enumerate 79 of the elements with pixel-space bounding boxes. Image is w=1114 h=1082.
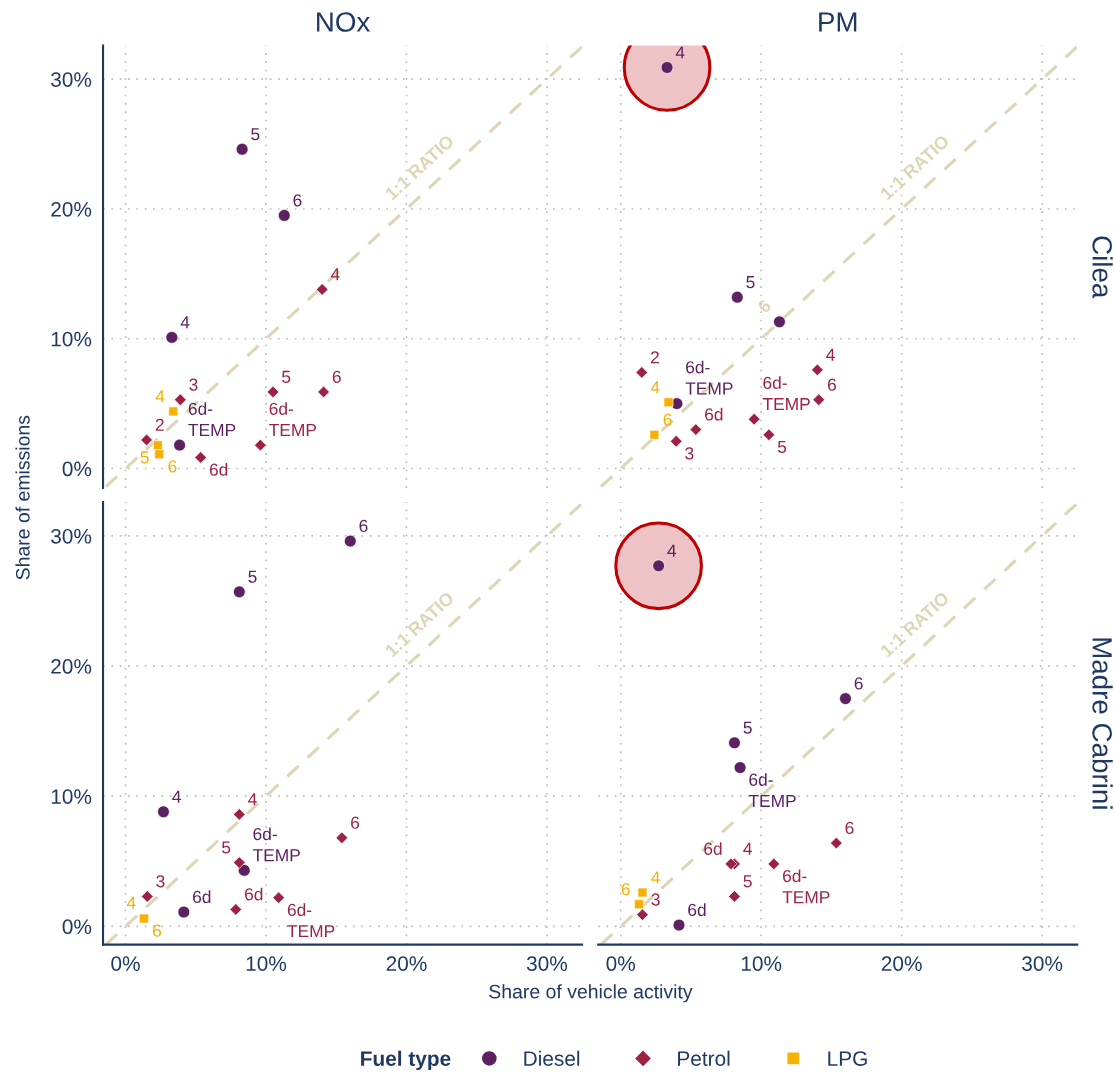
annotation: 6d xyxy=(705,407,723,421)
annotation: 6 xyxy=(663,413,672,426)
x-tick-label: 20% xyxy=(386,956,427,971)
x-axis-title: Share of vehicle activity xyxy=(489,984,693,1003)
x-tick-label: 0% xyxy=(111,956,140,971)
annotation: 3 xyxy=(651,893,660,906)
annotation: 5 xyxy=(743,721,752,734)
annotation: 4 xyxy=(667,544,677,557)
annotation: 4 xyxy=(172,790,181,803)
legend-label: Petrol xyxy=(678,1050,730,1066)
annotation: 6 xyxy=(756,298,772,314)
annotation: 6d- TEMP xyxy=(762,376,810,411)
annotation: 6 xyxy=(332,370,341,383)
annotation: 5 xyxy=(743,875,752,888)
annotation: 4 xyxy=(675,46,685,59)
annotation: 6 xyxy=(359,519,368,533)
annotation: 6d xyxy=(193,890,211,904)
y-tick-label: 20% xyxy=(51,659,92,674)
annotation: 6d- TEMP xyxy=(287,903,335,938)
annotation: 5 xyxy=(248,570,257,583)
annotation: 6 xyxy=(854,677,863,690)
annotation: 5 xyxy=(282,370,291,383)
annotation: 3 xyxy=(189,378,198,391)
annotation: 6d- TEMP xyxy=(748,773,796,807)
annotation: 6d- TEMP xyxy=(685,360,733,395)
x-tick-label: 10% xyxy=(741,956,782,971)
x-tick-label: 0% xyxy=(606,956,636,971)
annotation: 6d- TEMP xyxy=(252,827,300,862)
legend-label: LPG xyxy=(828,1051,867,1066)
annotation: 5 xyxy=(222,841,231,854)
chart-title: PM xyxy=(819,12,857,32)
annotation: 4 xyxy=(743,842,752,855)
x-tick-label: 10% xyxy=(246,956,287,971)
annotation: 4 xyxy=(826,348,835,361)
annotation: 6d- TEMP xyxy=(188,402,236,436)
annotation: 6 xyxy=(845,821,854,835)
y2-axis-title: Cilea xyxy=(1092,236,1113,299)
annotation: 2 xyxy=(650,351,659,364)
annotation: 6 xyxy=(351,816,360,829)
y-tick-label: 0% xyxy=(62,461,92,477)
y-tick-label: 10% xyxy=(51,789,92,804)
annotation: 6d xyxy=(245,887,263,901)
annotation: 4 xyxy=(248,793,257,806)
annotation: 3 xyxy=(156,875,165,888)
y-tick-label: 10% xyxy=(51,331,92,347)
chart-title: NOx xyxy=(317,12,371,32)
annotation: 5 xyxy=(140,451,149,464)
y2-axis-title: Madre Cabrini xyxy=(1092,638,1113,809)
annotation: 2 xyxy=(155,418,164,431)
annotation: 6d xyxy=(704,842,722,855)
annotation: 6d xyxy=(688,903,706,917)
annotation: 6 xyxy=(153,924,162,937)
annotation: 5 xyxy=(746,276,755,289)
x-tick-label: 20% xyxy=(881,956,922,971)
legend-title: Fuel type xyxy=(361,1050,451,1071)
x-tick-label: 30% xyxy=(1022,956,1063,971)
annotation: 6d- TEMP xyxy=(269,402,317,436)
annotation: 6 xyxy=(168,460,177,473)
annotation: 6 xyxy=(293,194,302,207)
annotation: 4 xyxy=(651,871,660,884)
annotation: 3 xyxy=(685,447,694,460)
annotation: 5 xyxy=(251,128,260,141)
annotation: 4 xyxy=(330,268,340,281)
annotation: 4 xyxy=(155,390,165,403)
annotation: 5 xyxy=(777,440,787,454)
annotation: 6d xyxy=(209,463,228,476)
annotation: 4 xyxy=(126,896,136,909)
annotation: 4 xyxy=(650,381,660,394)
y-axis-title: Share of emissions xyxy=(15,415,30,580)
annotation: 6 xyxy=(827,378,836,391)
annotation: 4 xyxy=(180,316,190,329)
y-tick-label: 0% xyxy=(62,919,92,935)
y-tick-label: 30% xyxy=(51,528,92,544)
y-tick-label: 20% xyxy=(51,201,92,217)
annotation: 6d- TEMP xyxy=(782,869,830,904)
annotation: 6 xyxy=(621,882,630,896)
y-tick-label: 30% xyxy=(51,72,92,87)
legend-label: Diesel xyxy=(524,1050,580,1066)
x-tick-label: 30% xyxy=(526,956,568,971)
